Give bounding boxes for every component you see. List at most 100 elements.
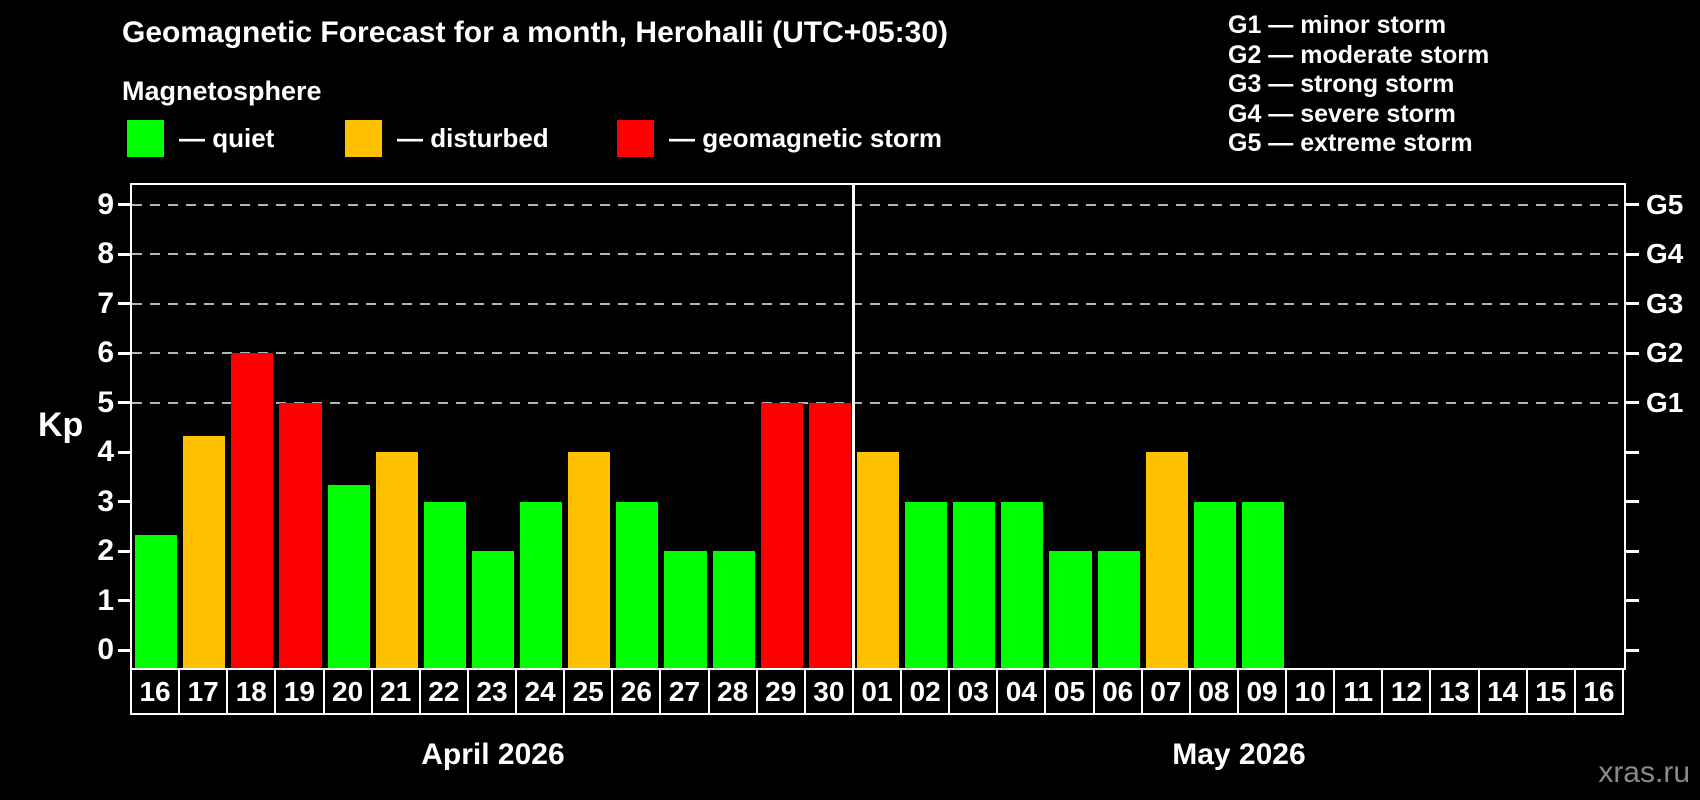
left-tick-kp-8 <box>118 252 131 256</box>
bar-april-19 <box>279 402 322 668</box>
right-axis-label-g5: G5 <box>1646 188 1684 220</box>
y-tick-label-0: 0 <box>97 633 114 666</box>
right-tick-kp-6 <box>1626 351 1639 355</box>
bar-may-01 <box>856 452 900 668</box>
date-cell-april-24: 24 <box>515 668 566 715</box>
date-cell-april-30: 30 <box>803 668 854 715</box>
quiet-color-swatch <box>127 120 164 157</box>
right-tick-kp-0 <box>1626 648 1639 652</box>
g-legend-line-g4: G4 — severe storm <box>1228 99 1456 128</box>
bar-april-22 <box>423 501 466 668</box>
bar-may-02 <box>905 501 948 668</box>
date-cell-april-23: 23 <box>466 668 518 715</box>
g-legend-line-g2: G2 — moderate storm <box>1228 40 1490 69</box>
right-tick-kp-2 <box>1626 549 1639 553</box>
date-cell-may-16: 16 <box>1573 668 1624 715</box>
bar-april-17 <box>183 435 226 668</box>
date-cell-april-17: 17 <box>178 668 229 715</box>
y-tick-label-4: 4 <box>97 435 114 468</box>
date-cell-may-04: 04 <box>996 668 1047 715</box>
bar-april-24 <box>520 501 563 668</box>
page-title: Geomagnetic Forecast for a month, Heroha… <box>122 16 949 49</box>
gridline-kp-9 <box>132 203 1624 206</box>
gridline-kp-8 <box>132 253 1624 255</box>
date-cell-may-11: 11 <box>1333 668 1384 715</box>
y-tick-label-6: 6 <box>97 336 114 369</box>
bar-april-27 <box>664 551 707 668</box>
date-cell-april-21: 21 <box>370 668 421 715</box>
date-cell-may-06: 06 <box>1092 668 1143 715</box>
bar-april-29 <box>760 402 803 668</box>
disturbed-color-swatch <box>345 120 382 157</box>
date-cell-april-22: 22 <box>418 668 469 715</box>
bar-may-06 <box>1097 551 1140 668</box>
bar-april-16 <box>135 534 178 668</box>
bar-april-28 <box>712 551 755 668</box>
bar-april-23 <box>471 551 515 668</box>
bar-may-09 <box>1241 501 1285 668</box>
bar-may-03 <box>953 501 996 668</box>
date-cell-april-27: 27 <box>659 668 710 715</box>
left-tick-kp-1 <box>118 599 131 602</box>
right-axis-label-g1: G1 <box>1646 386 1684 418</box>
bar-april-21 <box>375 452 418 668</box>
chart-subtitle: Magnetosphere <box>122 76 322 106</box>
date-cell-may-02: 02 <box>900 668 951 715</box>
date-cell-april-19: 19 <box>274 668 325 715</box>
right-tick-kp-4 <box>1626 450 1639 454</box>
date-cell-may-10: 10 <box>1285 668 1336 715</box>
legend-label-disturbed: — disturbed <box>397 123 549 153</box>
left-tick-kp-9 <box>118 203 131 206</box>
date-cell-april-25: 25 <box>563 668 614 715</box>
date-cell-april-18: 18 <box>226 668 277 715</box>
date-cell-may-07: 07 <box>1140 668 1191 715</box>
right-tick-kp-3 <box>1626 500 1639 503</box>
date-cell-april-28: 28 <box>707 668 758 715</box>
y-tick-label-7: 7 <box>97 286 114 320</box>
y-tick-label-8: 8 <box>97 237 114 270</box>
g-legend-line-g1: G1 — minor storm <box>1228 11 1447 39</box>
g-legend-line-g5: G5 — extreme storm <box>1228 129 1473 157</box>
date-cell-april-20: 20 <box>322 668 373 715</box>
y-tick-label-5: 5 <box>97 385 114 419</box>
bar-april-20 <box>327 485 370 668</box>
right-tick-kp-7 <box>1626 302 1639 305</box>
month-separator <box>852 185 856 668</box>
right-axis-label-g4: G4 <box>1646 238 1684 269</box>
bar-april-18 <box>231 353 274 668</box>
y-tick-label-9: 9 <box>97 187 114 221</box>
date-cell-may-08: 08 <box>1188 668 1239 715</box>
date-cell-may-03: 03 <box>948 668 999 715</box>
bar-april-25 <box>568 452 611 668</box>
right-tick-kp-1 <box>1626 599 1639 602</box>
date-cell-may-12: 12 <box>1381 668 1432 715</box>
date-cell-april-26: 26 <box>611 668 662 715</box>
date-cell-may-13: 13 <box>1429 668 1480 715</box>
date-cell-may-01: 01 <box>851 668 903 715</box>
bar-may-07 <box>1145 452 1188 668</box>
storm-color-swatch <box>617 120 654 157</box>
month-label-april: April 2026 <box>421 738 565 771</box>
right-axis-label-g2: G2 <box>1646 337 1684 368</box>
gridline-kp-7 <box>132 302 1624 305</box>
y-tick-label-1: 1 <box>97 583 114 617</box>
bar-may-08 <box>1193 501 1236 668</box>
gridline-kp-6 <box>132 352 1624 354</box>
legend-label-quiet: — quiet <box>179 123 275 153</box>
left-tick-kp-2 <box>118 549 131 553</box>
right-tick-kp-9 <box>1626 203 1639 206</box>
left-tick-kp-3 <box>118 500 131 503</box>
month-label-may: May 2026 <box>1172 738 1306 771</box>
g-legend-line-g3: G3 — strong storm <box>1228 70 1455 98</box>
right-axis-label-g3: G3 <box>1646 287 1684 319</box>
date-cell-may-15: 15 <box>1525 668 1576 715</box>
left-tick-kp-7 <box>118 302 131 305</box>
legend-label-storm: — geomagnetic storm <box>669 123 943 153</box>
bar-april-26 <box>616 501 659 668</box>
g-scale-legend: G1 — minor storm G2 — moderate storm G3 … <box>1228 11 1489 159</box>
left-tick-kp-5 <box>118 401 131 404</box>
y-axis-label: Kp <box>38 406 84 444</box>
bar-april-30 <box>808 402 851 668</box>
left-tick-kp-6 <box>118 351 131 355</box>
date-cell-may-09: 09 <box>1236 668 1288 715</box>
